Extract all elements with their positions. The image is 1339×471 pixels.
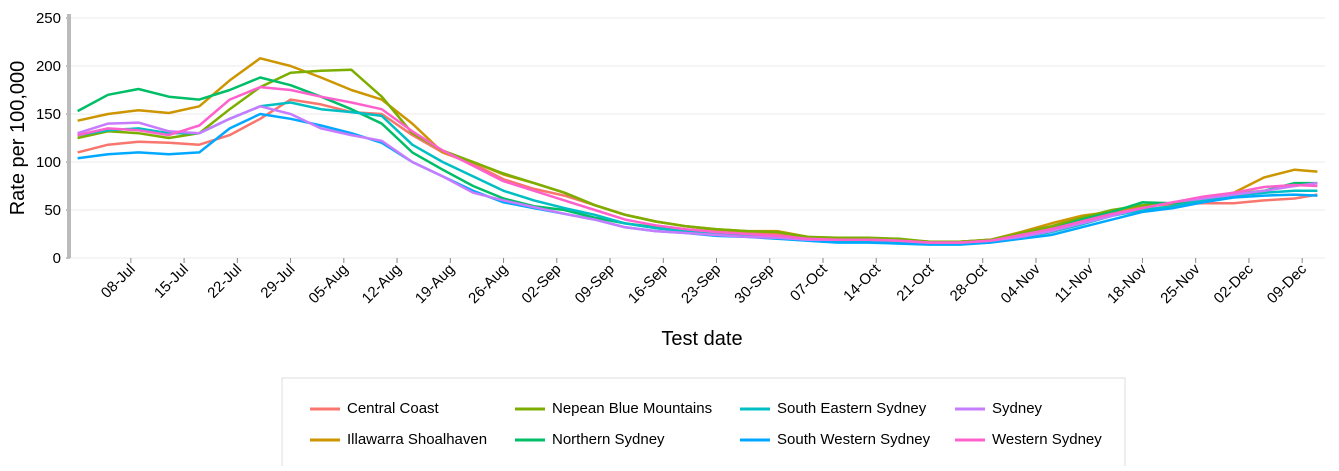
series-line xyxy=(77,76,1318,245)
legend-label: South Western Sydney xyxy=(777,431,931,448)
x-axis-title: Test date xyxy=(661,328,742,350)
y-tick-label: 50 xyxy=(44,202,61,219)
y-tick-label: 250 xyxy=(36,10,61,27)
x-tick-label: 21-Oct xyxy=(893,260,937,304)
y-tick-label: 150 xyxy=(36,106,61,123)
legend-label: Central Coast xyxy=(347,400,440,417)
x-tick-label: 09-Dec xyxy=(1264,260,1311,307)
legend-label: Northern Sydney xyxy=(552,431,665,448)
x-tick-label: 02-Sep xyxy=(518,261,564,307)
y-tick-label: 200 xyxy=(36,58,61,75)
series-line xyxy=(77,101,1318,245)
x-tick-label: 12-Aug xyxy=(359,261,405,307)
y-tick-label: 100 xyxy=(36,154,61,171)
x-tick-label: 11-Nov xyxy=(1052,260,1098,306)
legend-label: South Eastern Sydney xyxy=(777,400,927,417)
y-axis-title: Rate per 100,000 xyxy=(7,61,29,216)
x-tick-label: 22-Jul xyxy=(204,261,245,302)
x-tick-label: 19-Aug xyxy=(412,261,458,307)
legend-label: Western Sydney xyxy=(992,431,1102,448)
x-tick-label: 28-Oct xyxy=(947,260,991,304)
x-tick-label: 05-Aug xyxy=(305,261,351,307)
x-tick-label: 26-Aug xyxy=(465,261,511,307)
x-tick-label: 02-Dec xyxy=(1211,260,1258,307)
x-tick-label: 18-Nov xyxy=(1104,260,1151,307)
x-tick-label: 15-Jul xyxy=(151,261,192,302)
series-line xyxy=(77,98,1318,243)
x-tick-label: 16-Sep xyxy=(625,261,671,307)
legend-box xyxy=(281,377,1126,471)
x-tick-label: 25-Nov xyxy=(1157,260,1204,307)
legend-label: Nepean Blue Mountains xyxy=(552,400,712,417)
series-line xyxy=(77,85,1318,244)
x-tick-label: 29-Jul xyxy=(257,261,298,302)
series-line xyxy=(77,112,1318,246)
x-tick-label: 30-Sep xyxy=(731,261,777,307)
legend-label: Sydney xyxy=(992,400,1043,417)
legend-label: Illawarra Shoalhaven xyxy=(347,431,487,448)
x-tick-label: 08-Jul xyxy=(98,261,139,302)
x-tick-label: 07-Oct xyxy=(787,260,831,304)
x-tick-label: 14-Oct xyxy=(840,260,884,304)
x-tick-label: 23-Sep xyxy=(678,261,724,307)
x-tick-label: 09-Sep xyxy=(572,261,618,307)
x-tick-label: 04-Nov xyxy=(998,260,1045,307)
series-line xyxy=(77,105,1318,244)
y-tick-label: 0 xyxy=(53,250,61,267)
